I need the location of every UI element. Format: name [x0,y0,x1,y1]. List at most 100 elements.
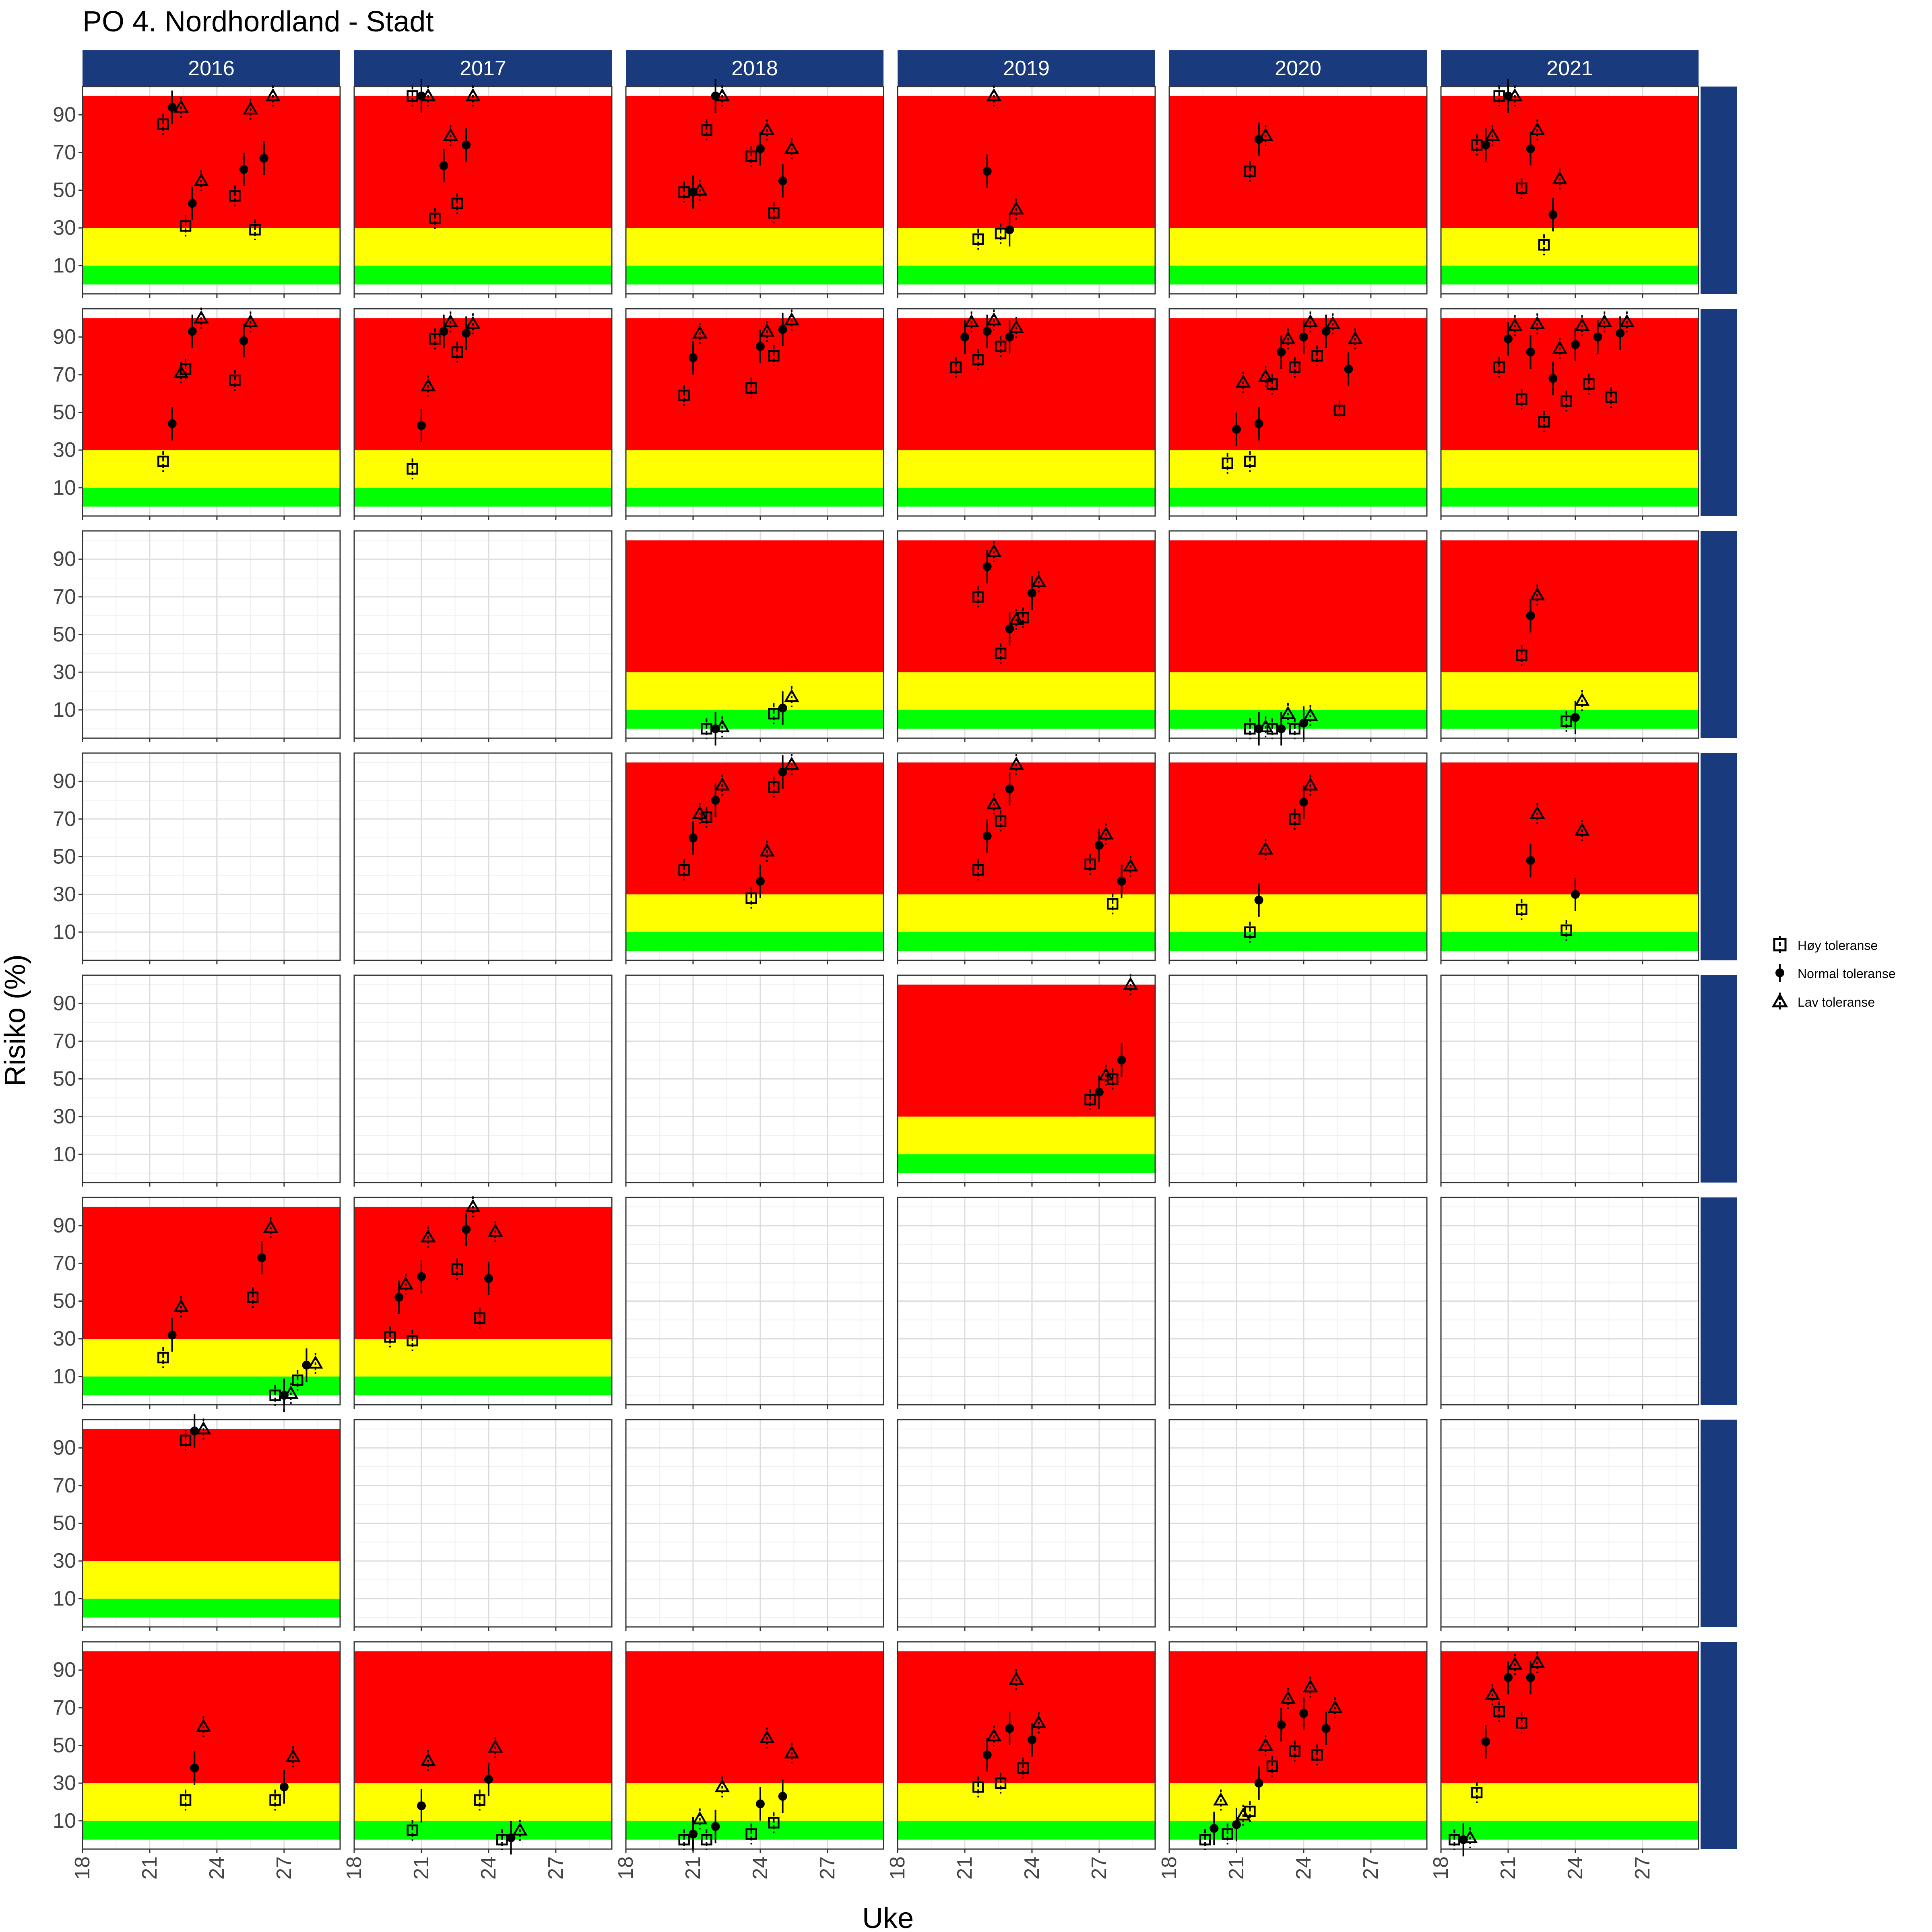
y-tick-label: 30 [53,1771,76,1795]
risk-band-green [898,932,1155,951]
point-normal-tolerance [983,167,992,176]
point-low-tolerance [420,88,436,101]
point-normal-tolerance [417,421,426,430]
risk-band-yellow [1169,228,1427,266]
panel-border [897,974,1156,1183]
panel-border [1440,752,1699,961]
panel-border [353,1419,613,1628]
point-normal-tolerance [1571,340,1580,349]
point-low-tolerance [1258,1737,1274,1751]
risk-band-red [83,1429,340,1561]
risk-band-green [1169,487,1427,507]
point-high-tolerance [429,213,441,224]
point-normal-tolerance [257,1253,266,1262]
point-high-tolerance [745,1828,757,1840]
point-high-tolerance [1560,924,1572,936]
panel-border [625,752,884,961]
risk-band-yellow [354,228,612,266]
panel: 10 30 50 70 90 18 21 24 27 [53,1641,341,1880]
year-strip-label: 2020 [1275,57,1321,80]
point-low-tolerance [196,1421,211,1435]
point-low-tolerance [1258,369,1274,382]
panel-border [1440,1197,1699,1406]
panel [1168,1197,1428,1409]
risk-band-yellow [898,1783,1155,1821]
risk-band-yellow [1441,1783,1699,1821]
point-low-tolerance [1235,374,1251,388]
y-tick-label: 50 [53,1067,76,1091]
legend-label-high: Høy toleranse [1798,938,1878,953]
y-tick-label: 70 [53,1474,76,1497]
panel-border [897,530,1156,739]
panel-border [897,1641,1156,1850]
point-high-tolerance [1560,715,1572,727]
panel-border [1168,530,1428,739]
risk-band-yellow [1169,450,1427,488]
panel [1168,86,1428,298]
point-high-tolerance [1333,405,1346,417]
point-high-tolerance [678,864,690,876]
point-normal-tolerance [983,832,992,840]
y-tick-label: 90 [53,103,76,126]
risk-band-yellow [354,1783,612,1821]
point-low-tolerance [986,796,1002,809]
risk-band-green [898,265,1155,285]
risk-band-green [83,1598,340,1618]
point-normal-tolerance [1503,1673,1513,1682]
point-low-tolerance [759,122,775,135]
x-tick-label: 24 [1020,1856,1044,1880]
point-high-tolerance [972,1781,984,1793]
year-strip [1441,50,1699,86]
chart-title: PO 4. Nordhordland - Stadt [83,6,433,38]
x-tick-label: 18 [343,1856,366,1880]
y-tick-label: 70 [53,363,76,386]
risk-band-green [1169,932,1427,951]
panel [353,752,613,964]
point-low-tolerance [1462,1830,1478,1843]
legend-label-low: Lav toleranse [1798,995,1875,1009]
point-normal-tolerance [1299,797,1308,807]
panel [625,1419,884,1631]
point-normal-tolerance [755,342,765,351]
point-low-tolerance [784,1745,799,1759]
point-low-tolerance [1280,1690,1296,1704]
point-high-tolerance [1289,813,1300,825]
point-normal-tolerance [1571,713,1580,722]
point-low-tolerance [465,316,481,329]
y-tick-label: 50 [53,179,76,202]
point-high-tolerance [269,1794,281,1806]
point-high-tolerance [474,1794,485,1806]
y-tick-label: 30 [53,216,76,239]
point-normal-tolerance [239,336,248,345]
point-high-tolerance [768,781,780,793]
point-normal-tolerance [1254,1779,1263,1788]
point-high-tolerance [950,361,962,373]
point-low-tolerance [194,173,209,186]
panel [625,530,884,746]
panel: 10 30 50 70 90 [53,530,341,742]
risk-band-green [354,265,612,285]
panel: 18 21 24 27 [343,1641,613,1880]
y-tick-label: 50 [53,623,76,646]
panel-border [625,974,884,1183]
point-low-tolerance [784,756,799,770]
year-strip-label: 2018 [731,57,778,80]
point-high-tolerance [180,220,192,232]
panel-border [1168,1197,1428,1406]
y-tick-label: 50 [53,401,76,424]
risk-band-green [626,487,883,507]
point-low-tolerance [759,323,775,337]
risk-band-green [1441,265,1699,285]
panel-border [1168,308,1428,517]
panel [625,974,884,1187]
risk-band-green [626,932,883,951]
point-low-tolerance [1258,719,1274,733]
risk-band-yellow [898,450,1155,488]
risk-band-yellow [626,228,883,266]
point-high-tolerance [451,1263,463,1275]
point-high-tolerance [474,1312,485,1324]
panel: 18 21 24 27 [1158,1641,1428,1880]
risk-band-red [1441,762,1699,895]
panel [1168,752,1428,964]
risk-band-green [354,487,612,507]
